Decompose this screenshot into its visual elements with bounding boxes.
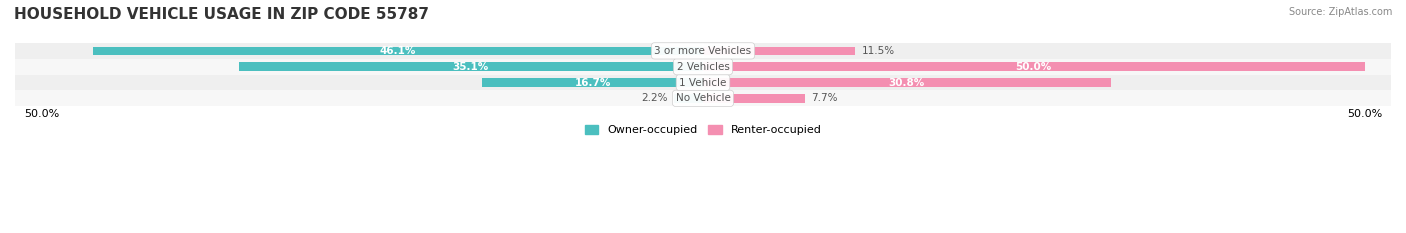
Bar — [703, 78, 1111, 87]
Bar — [703, 94, 804, 103]
Bar — [15, 59, 1391, 75]
Bar — [703, 62, 1365, 71]
Text: 16.7%: 16.7% — [574, 78, 610, 88]
Text: 2 Vehicles: 2 Vehicles — [676, 62, 730, 72]
Bar — [673, 94, 703, 103]
Text: 30.8%: 30.8% — [889, 78, 925, 88]
Text: 46.1%: 46.1% — [380, 46, 416, 56]
Text: 7.7%: 7.7% — [811, 93, 838, 103]
Bar — [482, 78, 703, 87]
Text: 1 Vehicle: 1 Vehicle — [679, 78, 727, 88]
Text: 50.0%: 50.0% — [1015, 62, 1052, 72]
Text: Source: ZipAtlas.com: Source: ZipAtlas.com — [1288, 7, 1392, 17]
Text: 3 or more Vehicles: 3 or more Vehicles — [654, 46, 752, 56]
Bar — [15, 75, 1391, 90]
Legend: Owner-occupied, Renter-occupied: Owner-occupied, Renter-occupied — [585, 125, 821, 135]
Bar — [239, 62, 703, 71]
Text: HOUSEHOLD VEHICLE USAGE IN ZIP CODE 55787: HOUSEHOLD VEHICLE USAGE IN ZIP CODE 5578… — [14, 7, 429, 22]
Text: No Vehicle: No Vehicle — [675, 93, 731, 103]
Text: 2.2%: 2.2% — [641, 93, 668, 103]
Text: 11.5%: 11.5% — [862, 46, 894, 56]
Text: 35.1%: 35.1% — [453, 62, 489, 72]
Bar — [15, 90, 1391, 106]
Bar — [703, 47, 855, 55]
Bar — [15, 43, 1391, 59]
Bar — [93, 47, 703, 55]
